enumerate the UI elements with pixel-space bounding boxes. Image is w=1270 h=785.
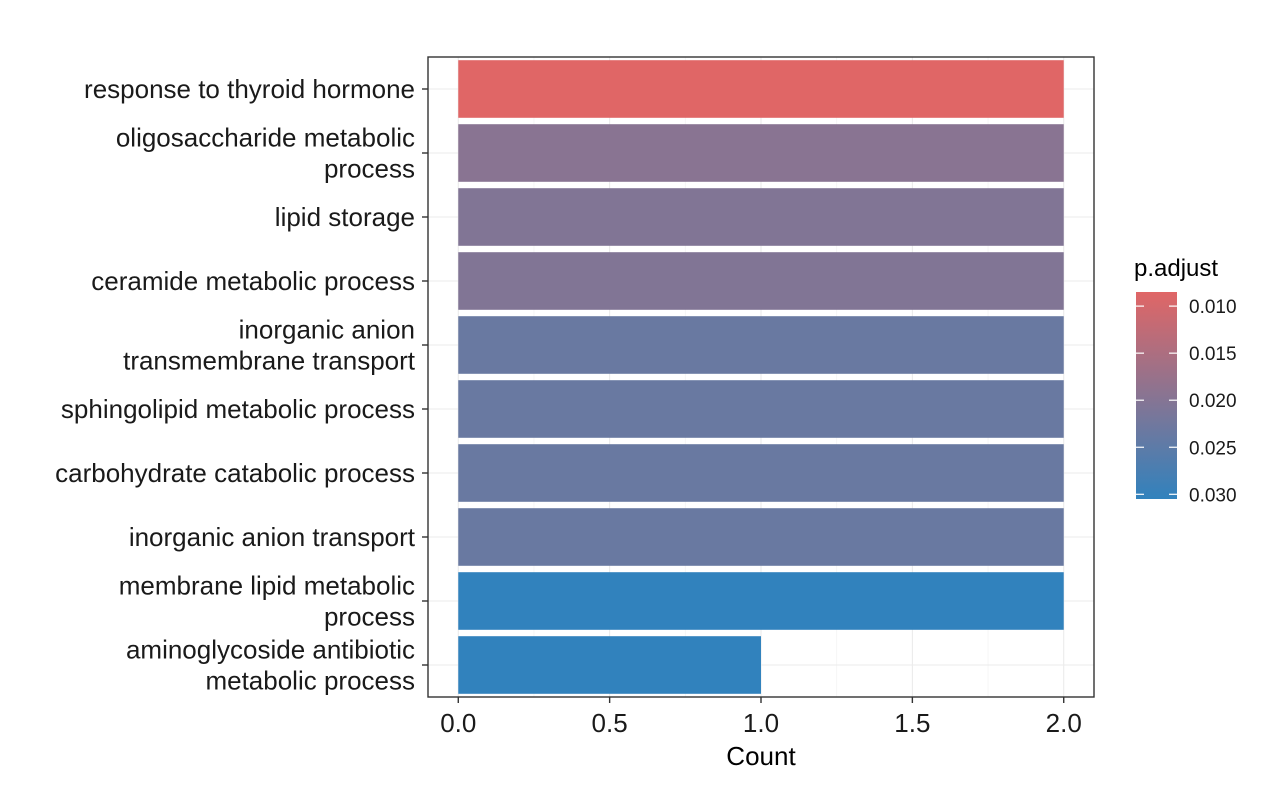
x-tick-label: 2.0 <box>1046 708 1082 738</box>
y-tick-label: inorganic anion <box>239 315 415 345</box>
x-tick-label: 1.0 <box>743 708 779 738</box>
bar <box>458 252 1064 310</box>
bar <box>458 508 1064 566</box>
y-tick-label: oligosaccharide metabolic <box>116 123 415 153</box>
y-tick-label: process <box>324 154 415 184</box>
legend-colorbar <box>1136 292 1177 499</box>
y-tick-label: response to thyroid hormone <box>84 74 415 104</box>
bar <box>458 572 1064 630</box>
legend-title: p.adjust <box>1134 255 1218 282</box>
bar <box>458 316 1064 374</box>
legend-tick-label: 0.025 <box>1189 438 1237 459</box>
y-tick-label: inorganic anion transport <box>129 522 416 552</box>
y-tick-label: transmembrane transport <box>123 346 416 376</box>
legend-ticks: 0.010 0.015 0.020 0.025 0.030 <box>1136 297 1237 506</box>
bar <box>458 444 1064 502</box>
y-tick-label: carbohydrate catabolic process <box>55 458 415 488</box>
x-axis: 0.0 0.5 1.0 1.5 2.0 <box>440 697 1082 738</box>
y-tick-label: aminoglycoside antibiotic <box>126 635 415 665</box>
bars <box>458 60 1064 694</box>
y-axis: response to thyroid hormone oligosacchari… <box>55 74 428 696</box>
y-tick-label: process <box>324 602 415 632</box>
legend-tick-label: 0.020 <box>1189 391 1237 412</box>
y-tick-label: ceramide metabolic process <box>91 266 415 296</box>
bar <box>458 636 761 694</box>
x-tick-label: 0.0 <box>440 708 476 738</box>
legend-tick-label: 0.030 <box>1189 485 1237 506</box>
bar <box>458 380 1064 438</box>
legend-tick-label: 0.010 <box>1189 297 1237 318</box>
legend-tick-label: 0.015 <box>1189 344 1237 365</box>
x-tick-label: 1.5 <box>894 708 930 738</box>
legend: p.adjust 0.010 0.015 0.020 0.025 0.030 <box>1134 255 1237 506</box>
x-axis-title: Count <box>726 741 796 771</box>
bar <box>458 124 1064 182</box>
y-tick-label: sphingolipid metabolic process <box>61 394 415 424</box>
bar <box>458 188 1064 246</box>
x-tick-label: 0.5 <box>592 708 628 738</box>
y-tick-label: lipid storage <box>275 202 415 232</box>
bar <box>458 60 1064 118</box>
y-tick-label: metabolic process <box>205 666 415 696</box>
y-tick-label: membrane lipid metabolic <box>119 571 415 601</box>
